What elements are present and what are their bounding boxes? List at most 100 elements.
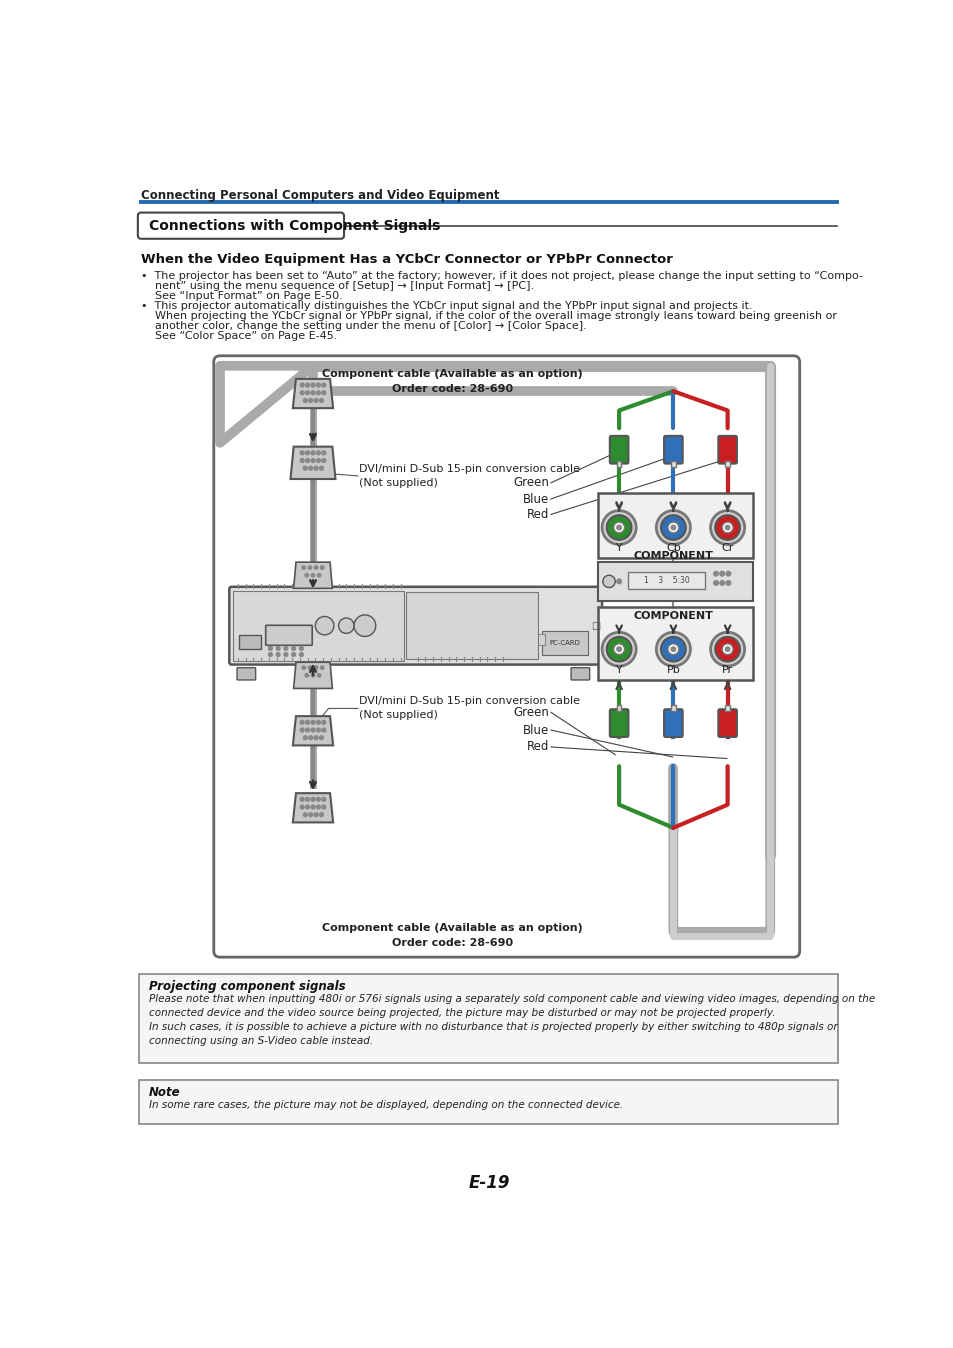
Circle shape xyxy=(321,728,325,732)
Circle shape xyxy=(715,515,740,539)
Circle shape xyxy=(305,450,309,454)
Bar xyxy=(598,607,753,679)
Text: Pb: Pb xyxy=(666,665,679,675)
Circle shape xyxy=(316,383,320,387)
Circle shape xyxy=(617,526,620,530)
Circle shape xyxy=(319,399,323,403)
Bar xyxy=(239,635,261,650)
Circle shape xyxy=(713,581,718,585)
Circle shape xyxy=(724,647,729,651)
Circle shape xyxy=(305,674,308,677)
Text: Connections with Component Signals: Connections with Component Signals xyxy=(149,218,439,233)
Circle shape xyxy=(601,511,636,545)
Circle shape xyxy=(720,572,723,576)
Bar xyxy=(541,631,587,655)
Circle shape xyxy=(319,813,323,817)
Text: Component cable (Available as an option)
Order code: 28-690: Component cable (Available as an option)… xyxy=(322,369,582,394)
Circle shape xyxy=(321,805,325,809)
Circle shape xyxy=(656,632,690,666)
Circle shape xyxy=(311,383,314,387)
Circle shape xyxy=(321,391,325,395)
Text: 1    3    5:30: 1 3 5:30 xyxy=(643,576,689,585)
Text: Blue: Blue xyxy=(522,724,549,736)
Circle shape xyxy=(354,615,375,636)
Circle shape xyxy=(305,458,309,462)
Circle shape xyxy=(284,647,288,650)
Bar xyxy=(724,461,729,466)
Text: In some rare cases, the picture may not be displayed, depending on the connected: In some rare cases, the picture may not … xyxy=(149,1100,622,1109)
Circle shape xyxy=(710,632,744,666)
Circle shape xyxy=(660,636,685,662)
Circle shape xyxy=(656,511,690,545)
Polygon shape xyxy=(293,379,333,408)
Text: another color, change the setting under the menu of [Color] → [Color Space].: another color, change the setting under … xyxy=(141,321,586,332)
Circle shape xyxy=(316,798,320,801)
Circle shape xyxy=(303,466,307,470)
Text: Y: Y xyxy=(615,543,622,553)
Circle shape xyxy=(300,458,304,462)
Text: Connecting Personal Computers and Video Equipment: Connecting Personal Computers and Video … xyxy=(141,189,499,202)
FancyBboxPatch shape xyxy=(213,356,799,957)
Circle shape xyxy=(311,573,314,577)
FancyBboxPatch shape xyxy=(137,213,344,239)
Text: Red: Red xyxy=(526,508,549,520)
Circle shape xyxy=(305,573,308,577)
Circle shape xyxy=(670,647,675,651)
Circle shape xyxy=(300,383,304,387)
Text: When projecting the YCbCr signal or YPbPr signal, if the color of the overall im: When projecting the YCbCr signal or YPbP… xyxy=(141,311,836,321)
Circle shape xyxy=(311,458,314,462)
FancyBboxPatch shape xyxy=(609,709,628,737)
Polygon shape xyxy=(293,716,333,745)
Circle shape xyxy=(311,720,314,724)
Circle shape xyxy=(292,647,295,650)
Text: •  This projector automatically distinguishes the YCbCr input signal and the YPb: • This projector automatically distingui… xyxy=(141,301,752,311)
FancyBboxPatch shape xyxy=(663,709,682,737)
Circle shape xyxy=(305,798,309,801)
Circle shape xyxy=(303,736,307,740)
Circle shape xyxy=(268,652,272,656)
Circle shape xyxy=(292,652,295,656)
Polygon shape xyxy=(294,662,332,689)
Bar xyxy=(617,461,620,466)
Bar xyxy=(670,461,675,466)
Text: Please note that when inputting 480i or 576i signals using a separately sold com: Please note that when inputting 480i or … xyxy=(149,993,874,1004)
Bar xyxy=(617,705,620,710)
Circle shape xyxy=(305,805,309,809)
Circle shape xyxy=(725,572,730,576)
Text: E-19: E-19 xyxy=(468,1174,509,1193)
Text: Y: Y xyxy=(615,665,622,675)
Circle shape xyxy=(303,399,307,403)
FancyBboxPatch shape xyxy=(229,586,601,665)
Circle shape xyxy=(284,652,288,656)
Circle shape xyxy=(602,576,615,588)
Circle shape xyxy=(721,522,732,532)
Circle shape xyxy=(314,813,317,817)
Circle shape xyxy=(311,391,314,395)
Bar xyxy=(138,1080,837,1124)
Circle shape xyxy=(721,644,732,655)
Bar xyxy=(724,705,729,710)
Circle shape xyxy=(305,728,309,732)
Circle shape xyxy=(314,736,317,740)
Text: •  The projector has been set to “Auto” at the factory; however, if it does not : • The projector has been set to “Auto” a… xyxy=(141,271,862,282)
Circle shape xyxy=(276,652,280,656)
Text: nent” using the menu sequence of [Setup] → [Input Format] → [PC].: nent” using the menu sequence of [Setup]… xyxy=(141,282,534,291)
FancyBboxPatch shape xyxy=(266,625,312,646)
Circle shape xyxy=(309,466,313,470)
Circle shape xyxy=(601,632,636,666)
Text: Blue: Blue xyxy=(522,492,549,506)
Circle shape xyxy=(670,526,675,530)
Circle shape xyxy=(303,813,307,817)
Circle shape xyxy=(710,511,744,545)
Circle shape xyxy=(715,636,740,662)
Circle shape xyxy=(302,566,305,569)
Circle shape xyxy=(720,581,723,585)
Polygon shape xyxy=(294,562,332,588)
FancyBboxPatch shape xyxy=(236,667,255,679)
Circle shape xyxy=(300,391,304,395)
Circle shape xyxy=(314,399,317,403)
Circle shape xyxy=(617,647,620,651)
Circle shape xyxy=(617,580,620,584)
Circle shape xyxy=(314,566,317,569)
Circle shape xyxy=(321,458,325,462)
